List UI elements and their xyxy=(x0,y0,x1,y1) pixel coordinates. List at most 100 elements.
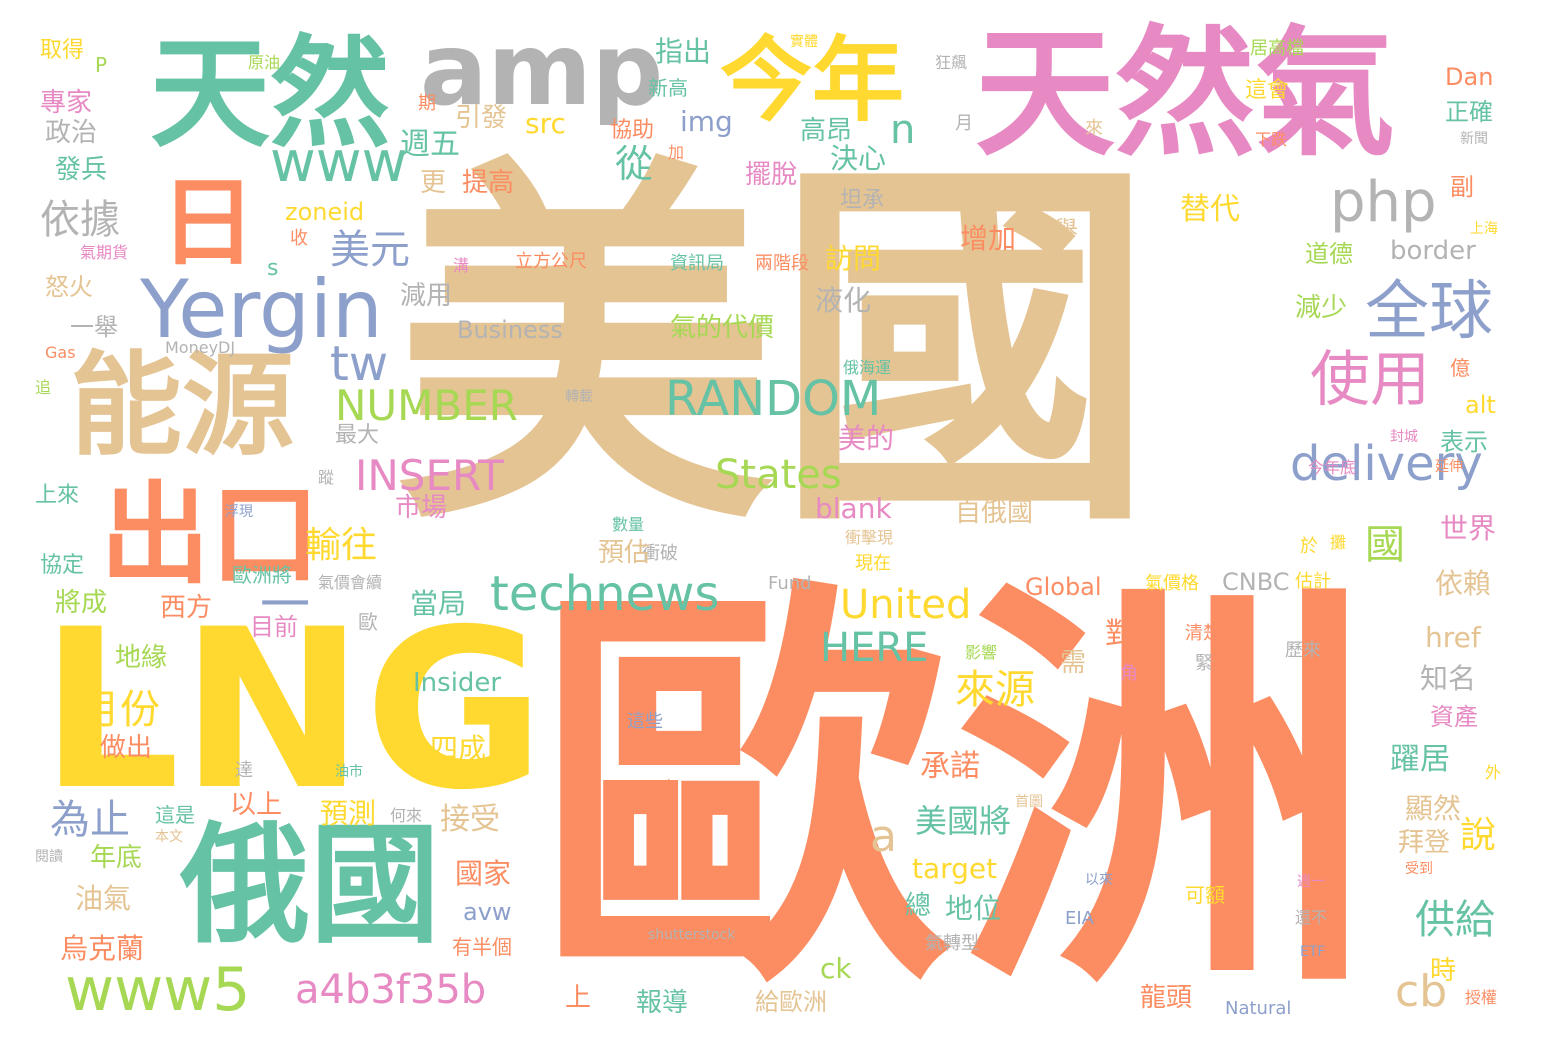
word: 對 xyxy=(1105,617,1135,652)
word: Global xyxy=(1025,573,1102,601)
word: n xyxy=(890,107,916,153)
word: 氣價會續 xyxy=(318,573,383,592)
word: 以來 xyxy=(1085,872,1113,888)
word: 時 xyxy=(1430,956,1457,986)
word: 實體 xyxy=(790,34,818,50)
word: 氣期貨 xyxy=(80,243,129,262)
word: 協定 xyxy=(40,553,85,578)
word: 年底 xyxy=(90,843,143,873)
word: 衝擊現 xyxy=(845,528,894,547)
word: 指出 xyxy=(655,35,712,68)
word: 擺脫 xyxy=(745,160,798,190)
word: 世界 xyxy=(1440,512,1497,545)
word: 為止 xyxy=(50,797,130,843)
word: 顯然 xyxy=(1405,792,1462,825)
word: 預測 xyxy=(320,797,377,830)
word: 預估 xyxy=(598,538,651,568)
word: 出口 xyxy=(100,471,320,599)
word: 西方 xyxy=(160,593,213,623)
word: 美國將 xyxy=(915,802,1012,840)
word: 地位 xyxy=(945,892,1002,925)
word: 攤 xyxy=(1330,533,1347,552)
word: 來源 xyxy=(955,667,1035,713)
word: NUMBER xyxy=(335,381,518,430)
word: 報導 xyxy=(636,988,689,1018)
word: Yergin xyxy=(140,263,383,356)
word: 蹤 xyxy=(318,468,335,487)
word: 輸往 xyxy=(305,525,378,566)
word: 兩階段 xyxy=(755,253,809,274)
word: 受到 xyxy=(1405,861,1433,877)
word: 龍頭 xyxy=(1140,983,1193,1013)
word: 這會 xyxy=(1245,78,1290,103)
word: Dan xyxy=(1445,63,1494,91)
word: Fund xyxy=(768,573,812,594)
word: 做出 xyxy=(100,733,153,763)
word: Gas xyxy=(45,343,76,362)
word: 烏克蘭 xyxy=(60,932,145,965)
word: 還不 xyxy=(1295,908,1328,927)
word: 首圖 xyxy=(1015,794,1043,810)
word: 自俄國 xyxy=(955,498,1034,528)
word: 浮現 xyxy=(225,504,253,520)
word: target xyxy=(912,852,998,885)
word: 當局 xyxy=(410,587,467,620)
word: href xyxy=(1425,621,1481,654)
word: 最大 xyxy=(335,423,380,448)
word: 角 xyxy=(1120,663,1138,684)
word: 以上 xyxy=(230,790,283,820)
word: 地緣 xyxy=(115,643,168,673)
word: 承諾 xyxy=(920,749,980,784)
word: alt xyxy=(1465,391,1496,419)
word: 將成 xyxy=(55,588,108,618)
word: 之舉 xyxy=(1030,216,1078,244)
word: blank xyxy=(815,492,892,525)
word: 月份 xyxy=(80,687,160,733)
word: 外 xyxy=(1485,763,1502,782)
word: 有半個 xyxy=(452,935,512,959)
word: CNBC xyxy=(1222,568,1290,596)
word: 上 xyxy=(565,983,592,1013)
word: 清楚 xyxy=(1185,623,1221,644)
word: 總 xyxy=(905,891,932,921)
word: States xyxy=(715,452,842,498)
word: 拜登 xyxy=(1398,828,1451,858)
word: 上海 xyxy=(1470,221,1498,237)
word: 增加 xyxy=(960,222,1017,255)
word: 緊 xyxy=(1195,653,1213,674)
word: 資產 xyxy=(1430,703,1478,731)
word: 美的 xyxy=(838,422,895,455)
word: ck xyxy=(820,952,852,985)
word: 替代 xyxy=(1180,192,1240,227)
word: 可額 xyxy=(1185,883,1225,907)
word: 減少 xyxy=(1295,293,1348,323)
word: 氣的代價 xyxy=(670,313,775,343)
word: 美元 xyxy=(330,227,410,273)
word: cb xyxy=(1395,966,1448,1017)
word: 油氣 xyxy=(75,882,132,915)
word: 專家 xyxy=(40,88,93,118)
word: 這些 xyxy=(627,711,663,732)
word: 估計 xyxy=(1295,571,1331,592)
word: 閱讀 xyxy=(35,849,63,865)
word: 決心 xyxy=(830,142,887,175)
word: 知名 xyxy=(1420,662,1477,695)
word: 封城 xyxy=(1390,429,1418,445)
word: 授權 xyxy=(1465,988,1498,1007)
word: 國家 xyxy=(455,857,512,890)
word: 居高檔 xyxy=(1250,38,1304,59)
word: s xyxy=(267,256,279,281)
word: 引發 xyxy=(455,103,508,133)
word: a xyxy=(870,811,897,862)
word: 日 xyxy=(160,167,256,279)
word: 高昂 xyxy=(800,116,853,146)
word: 於 xyxy=(1300,536,1318,557)
word: php xyxy=(1330,170,1437,235)
word: United xyxy=(840,582,972,628)
word: a4b3f35b xyxy=(295,967,487,1013)
word: 新高 xyxy=(648,76,688,100)
word: 說 xyxy=(1460,815,1497,856)
word: 政治 xyxy=(45,118,98,148)
word: zoneid xyxy=(285,198,365,226)
